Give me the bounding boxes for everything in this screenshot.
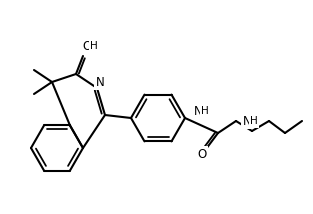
Text: N: N bbox=[96, 76, 104, 89]
Text: N: N bbox=[194, 104, 203, 117]
Text: O: O bbox=[198, 147, 207, 160]
Text: O: O bbox=[82, 40, 92, 52]
Text: N: N bbox=[243, 114, 251, 128]
Text: H: H bbox=[201, 106, 209, 116]
Text: H: H bbox=[250, 116, 258, 126]
Text: H: H bbox=[90, 41, 98, 51]
